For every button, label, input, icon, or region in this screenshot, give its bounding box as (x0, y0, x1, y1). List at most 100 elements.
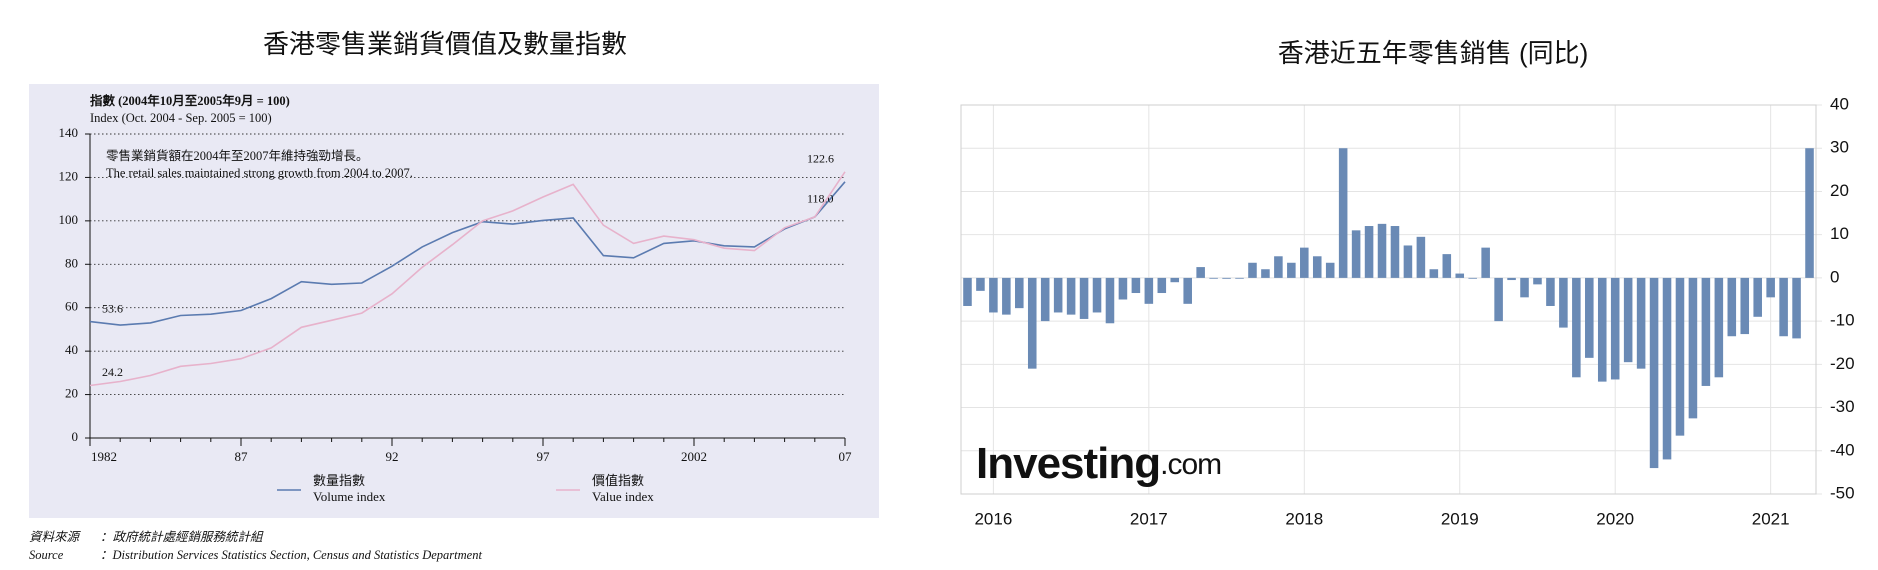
bar (1442, 254, 1452, 278)
value-label: 53.6 (102, 301, 123, 315)
x-tick-label: 2019 (1441, 509, 1479, 528)
y-tick-label: 20 (1830, 181, 1849, 200)
bar (1766, 277, 1775, 298)
annotation: 零售業銷貨額在2004年至2007年維持強勁增長。 (106, 148, 369, 163)
bar (1274, 256, 1283, 278)
bar (1546, 277, 1555, 306)
y-axis-label: Index (Oct. 2004 - Sep. 2005 = 100) (90, 111, 272, 125)
x-tick-label: 07 (839, 449, 853, 464)
bar (1015, 277, 1024, 309)
bar (1429, 269, 1439, 278)
y-tick-label: -20 (1830, 354, 1855, 373)
bar (1312, 256, 1322, 278)
y-tick-label: 20 (65, 386, 78, 401)
bar (1390, 226, 1400, 278)
bar (1118, 277, 1128, 300)
value-label: 122.6 (807, 152, 834, 166)
source-label-en: Source (29, 548, 64, 562)
y-tick-label: 60 (65, 299, 78, 314)
series-line (89, 181, 846, 326)
bar (1520, 277, 1529, 298)
y-tick-label: -10 (1830, 311, 1855, 330)
bar (1170, 277, 1180, 283)
y-tick-label: 10 (1830, 224, 1849, 243)
bar (1714, 277, 1724, 378)
x-tick-label: 2002 (681, 449, 707, 464)
bar (1403, 245, 1413, 278)
bar (1235, 277, 1244, 279)
bar (1287, 262, 1296, 278)
series-line (89, 171, 846, 387)
bar (1805, 148, 1814, 278)
bar (1377, 223, 1387, 278)
y-tick-label: 40 (65, 342, 78, 357)
bar (1623, 277, 1633, 363)
bar (1649, 277, 1659, 469)
chart-title: 香港近五年零售銷售 (同比) (1278, 38, 1589, 68)
bar (1053, 277, 1063, 313)
bar (1701, 277, 1711, 386)
y-tick-label: -30 (1830, 397, 1855, 416)
watermark: Investing.com (976, 439, 1221, 488)
y-tick-label: 80 (65, 255, 78, 270)
watermark-suffix: .com (1160, 448, 1221, 481)
x-tick-label: 87 (235, 449, 249, 464)
bar (1597, 277, 1607, 382)
bar (1351, 230, 1361, 278)
source-text-zh: ：政府統計處經銷服務統計組 (100, 530, 264, 544)
bar (1092, 277, 1102, 313)
bar (1481, 247, 1490, 278)
y-tick-label: -40 (1830, 440, 1855, 459)
y-tick-label: -50 (1830, 483, 1855, 502)
x-tick-label: 2018 (1285, 509, 1323, 528)
bar (1740, 277, 1750, 335)
x-tick-label: 2021 (1752, 509, 1790, 528)
bar (1222, 277, 1231, 279)
y-tick-label: 0 (1830, 267, 1839, 286)
x-tick-label: 2016 (974, 509, 1012, 528)
left-chart-background (29, 84, 879, 518)
y-tick-label: 30 (1830, 138, 1849, 157)
source-text-en: ：Distribution Services Statistics Sectio… (100, 548, 482, 562)
bar (1325, 262, 1335, 278)
bar (1585, 277, 1594, 358)
legend-label-en: Volume index (313, 489, 386, 504)
bar (1636, 277, 1646, 369)
bar (1559, 277, 1568, 328)
bar (1183, 277, 1192, 304)
bar (1338, 148, 1348, 278)
bar (1066, 277, 1076, 315)
bar (1105, 277, 1115, 324)
y-tick-label: 40 (1830, 94, 1849, 113)
bar (1455, 273, 1465, 278)
source-label-zh: 資料來源 (29, 530, 82, 544)
x-tick-label: 2017 (1130, 509, 1168, 528)
value-label: 118.0 (807, 192, 834, 206)
y-tick-label: 120 (59, 168, 79, 183)
bar (1300, 247, 1309, 278)
bar (1364, 226, 1374, 278)
x-tick-label: 92 (386, 449, 399, 464)
annotation: The retail sales maintained strong growt… (106, 166, 413, 180)
bar (989, 277, 998, 313)
bar (1196, 267, 1205, 278)
watermark-brand: Investing (976, 439, 1160, 488)
bar (1662, 277, 1672, 460)
bar (1416, 236, 1426, 278)
bar (1533, 277, 1542, 285)
bar (963, 277, 972, 306)
legend-label-en: Value index (592, 489, 654, 504)
x-tick-label: 97 (537, 449, 551, 464)
y-tick-label: 100 (59, 212, 79, 227)
bar (1610, 277, 1620, 380)
bar (1261, 269, 1270, 278)
y-tick-label: 0 (72, 429, 79, 444)
bar (1002, 277, 1011, 315)
bar (1753, 277, 1762, 317)
bar (1572, 277, 1581, 378)
bar (1131, 277, 1141, 294)
y-axis-label: 指數 (2004年10月至2005年9月 = 100) (90, 93, 290, 108)
x-tick-label: 2020 (1596, 509, 1634, 528)
bar (1144, 277, 1154, 304)
